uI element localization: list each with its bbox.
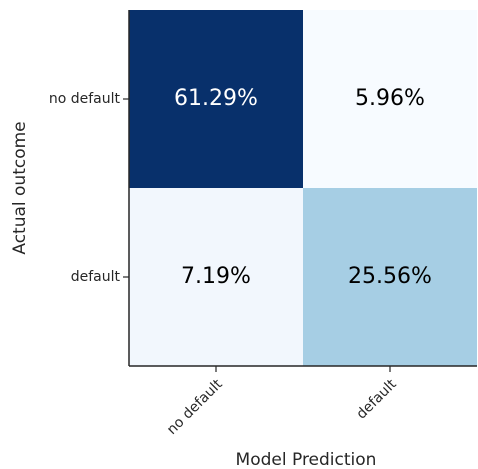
cell bbox=[129, 188, 303, 366]
cell-label: 25.56% bbox=[348, 264, 432, 289]
x-tick-label: default bbox=[354, 376, 401, 423]
y-tick-label: no default bbox=[49, 91, 121, 107]
cell-label: 7.19% bbox=[181, 264, 251, 289]
cell-label: 61.29% bbox=[174, 86, 258, 111]
cell bbox=[303, 188, 477, 366]
y-axis-label: Actual outcome bbox=[10, 121, 30, 254]
cell bbox=[303, 10, 477, 188]
cell-label: 5.96% bbox=[355, 86, 425, 111]
x-tick-label: no default bbox=[164, 376, 226, 438]
x-axis-label: Model Prediction bbox=[236, 450, 377, 469]
cell bbox=[129, 10, 303, 188]
y-tick-label: default bbox=[71, 269, 121, 285]
